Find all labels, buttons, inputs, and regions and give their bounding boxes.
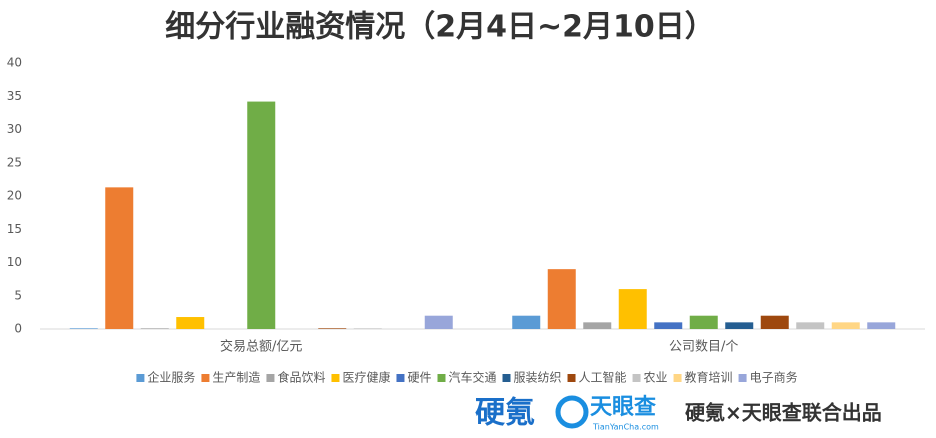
y-tick-label: 25 <box>7 155 22 169</box>
legend-swatch <box>738 374 747 382</box>
bar <box>353 328 382 329</box>
legend-swatch <box>567 374 576 382</box>
legend-label: 教育培训 <box>685 370 733 385</box>
legend: 企业服务 生产制造 食品饮料 医疗健康 硬件 汽车交通 服装纺织 人工智能 农业 教育培训 电子商务 <box>136 370 798 385</box>
bar <box>140 328 169 329</box>
y-tick-label: 30 <box>7 122 22 136</box>
logo-icon <box>555 395 589 429</box>
bar <box>318 328 347 329</box>
legend-swatch <box>201 374 210 382</box>
y-tick-label: 40 <box>7 56 22 70</box>
bar <box>725 322 754 329</box>
legend-swatch <box>437 374 446 382</box>
bar <box>654 322 683 329</box>
bar <box>69 328 98 329</box>
y-tick-label: 5 <box>14 288 22 302</box>
legend-label: 硬件 <box>407 371 431 385</box>
logo-right: 天眼查 <box>590 395 656 420</box>
bar <box>760 315 789 329</box>
legend-swatch <box>136 374 145 382</box>
bar <box>618 289 647 329</box>
bar <box>105 187 134 329</box>
x-tick-label: 公司数目/个 <box>669 340 738 355</box>
y-tick-label: 0 <box>14 322 22 336</box>
legend-label: 农业 <box>644 371 668 385</box>
x-tick-label: 交易总额/亿元 <box>220 339 302 355</box>
legend-swatch <box>266 374 275 382</box>
legend-label: 电子商务 <box>750 370 798 385</box>
bar <box>176 317 205 329</box>
credit: 硬氪×天眼查联合出品 <box>685 401 882 425</box>
legend-swatch <box>331 374 340 382</box>
y-tick-label: 15 <box>7 222 22 236</box>
bar <box>547 269 576 329</box>
bar <box>867 322 896 329</box>
y-tick-label: 20 <box>7 189 22 203</box>
bar <box>796 322 825 329</box>
y-tick-label: 35 <box>7 89 22 103</box>
legend-label: 食品饮料 <box>277 370 325 385</box>
bar <box>689 315 718 329</box>
bar <box>247 101 276 329</box>
legend-label: 生产制造 <box>212 371 260 385</box>
bar <box>512 315 541 329</box>
legend-label: 人工智能 <box>579 370 627 385</box>
legend-swatch <box>673 374 682 382</box>
bar <box>424 315 453 329</box>
legend-swatch <box>396 374 405 382</box>
legend-label: 企业服务 <box>147 370 195 385</box>
legend-label: 服装纺织 <box>514 371 562 385</box>
legend-label: 汽车交通 <box>448 370 496 385</box>
legend-swatch <box>632 374 641 382</box>
bar <box>831 322 860 329</box>
logo-left: 硬氪 <box>475 396 535 431</box>
bar <box>583 322 612 329</box>
legend-label: 医疗健康 <box>342 370 390 385</box>
logo-right-sub: TianYanCha.com <box>592 423 659 432</box>
chart-title: 细分行业融资情况（2月4日~2月10日） <box>165 10 715 45</box>
y-tick-label: 10 <box>7 255 22 269</box>
legend-swatch <box>502 374 511 382</box>
